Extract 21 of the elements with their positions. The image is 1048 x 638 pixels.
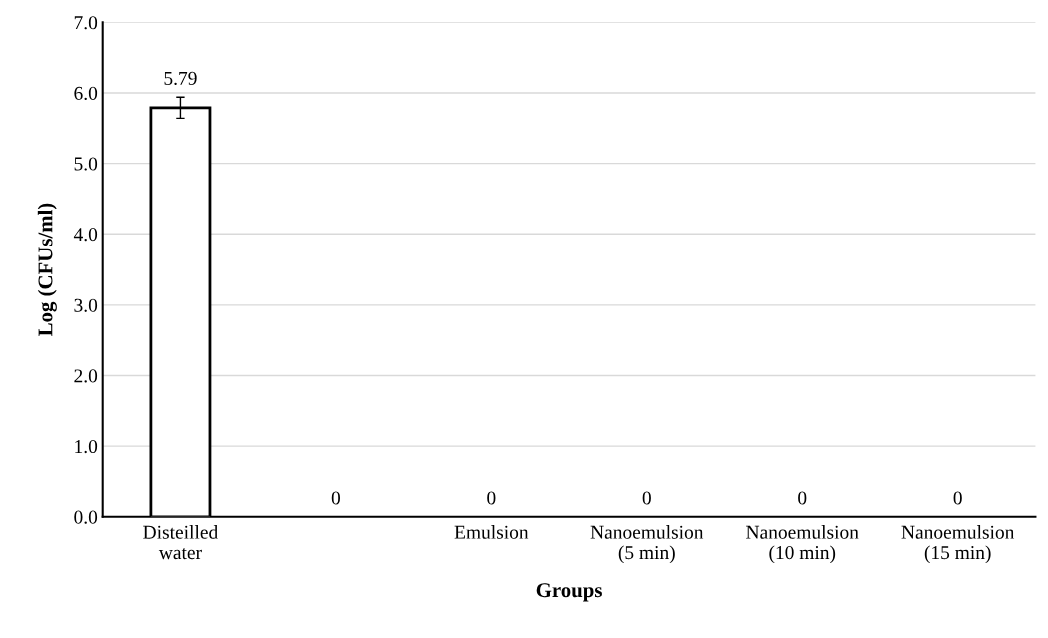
data-label: 0 [798,491,807,505]
y-tick-label: 0.0 [74,510,98,524]
y-tick-label: 5.0 [74,157,98,171]
x-tick-label: Disteilled water [143,525,218,560]
y-tick-label: 6.0 [74,86,98,100]
y-axis-title: Log (CFUs/ml) [37,203,57,337]
x-tick-label: Nanoemulsion (5 min) [590,525,704,564]
y-tick-label: 1.0 [75,439,98,454]
data-label: 5.79 [164,71,197,86]
x-tick-label: Nanoemulsion (15 min) [901,525,1015,564]
y-tick-label: 4.0 [73,228,98,242]
y-tick-label: 2.0 [74,369,98,383]
data-label: 0 [642,491,651,505]
y-tick-label: 7.0 [74,16,98,30]
y-tick-label: 3.0 [74,298,98,312]
data-label: 0 [953,491,962,505]
x-tick-label: Nanoemulsion (10 min) [746,525,859,564]
x-tick-label: Emulsion [454,525,529,539]
data-label: 0 [331,491,340,505]
x-axis-title: Groups [536,583,602,602]
data-label: 0 [487,491,496,505]
